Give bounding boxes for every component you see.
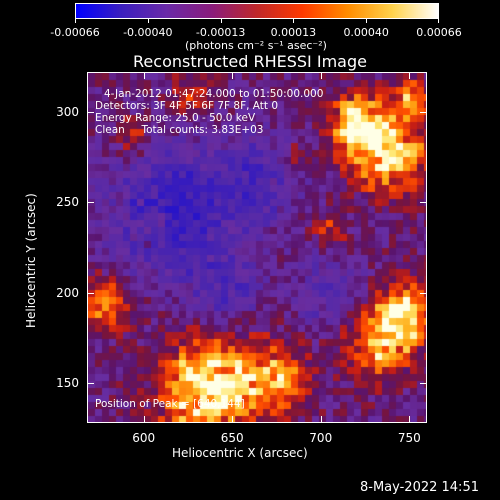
- y-tick-mark-right: [420, 383, 427, 385]
- x-tick-mark-bottom: [232, 416, 234, 423]
- y-tick-label: 150: [56, 376, 79, 391]
- y-tick-mark-right: [420, 202, 427, 204]
- colorbar-tick-label: 0.00013: [270, 26, 317, 39]
- y-tick-mark-right: [420, 292, 427, 294]
- colorbar-units-label: (photons cm⁻² s⁻¹ asec⁻²): [185, 39, 327, 52]
- x-tick-mark-top: [232, 72, 234, 79]
- y-tick-label: 250: [56, 195, 79, 210]
- y-tick-mark-left: [87, 292, 94, 294]
- colorbar-tick-mark: [293, 19, 295, 23]
- colorbar-tick-mark: [75, 19, 76, 23]
- x-tick-mark-bottom: [320, 416, 322, 423]
- overlay-time-range: 4-Jan-2012 01:47:24.000 to 01:50:00.000: [104, 88, 324, 100]
- rhessi-image: [88, 73, 426, 422]
- y-axis-label: Heliocentric Y (arcsec): [24, 193, 38, 328]
- timestamp: 8-May-2022 14:51: [360, 480, 479, 495]
- x-tick-label: 750: [397, 431, 421, 445]
- overlay-energy-range: Energy Range: 25.0 - 50.0 keV: [95, 112, 256, 124]
- colorbar-tick-label: -0.00013: [195, 26, 246, 39]
- colorbar: [75, 3, 439, 19]
- x-axis-label: Heliocentric X (arcsec): [172, 446, 308, 460]
- colorbar-tick-mark: [438, 19, 439, 23]
- colorbar-tick-label: 0.00040: [343, 26, 389, 39]
- overlay-detectors: Detectors: 3F 4F 5F 6F 7F 8F, Att 0: [95, 100, 279, 112]
- y-tick-label: 200: [56, 285, 79, 300]
- x-tick-mark-top: [143, 72, 145, 79]
- y-tick-mark-left: [87, 202, 94, 204]
- y-tick-label: 300: [56, 104, 79, 119]
- x-tick-label: 650: [220, 431, 244, 445]
- colorbar-tick-mark: [220, 19, 222, 23]
- colorbar-tick-label: -0.00066: [50, 26, 100, 39]
- x-tick-mark-bottom: [143, 416, 145, 423]
- overlay-clean-counts: Clean Total counts: 3.83E+03: [95, 124, 264, 136]
- peak-position-label: Position of Peak = [640,144]: [95, 398, 245, 410]
- x-tick-mark-bottom: [409, 416, 411, 423]
- y-tick-mark-left: [87, 111, 94, 113]
- colorbar-tick-mark: [147, 19, 149, 23]
- x-tick-mark-top: [409, 72, 411, 79]
- x-tick-mark-top: [320, 72, 322, 79]
- colorbar-tick-label: 0.00066: [416, 26, 462, 39]
- plot-title: Reconstructed RHESSI Image: [133, 52, 367, 71]
- colorbar-tick-mark: [366, 19, 368, 23]
- x-tick-label: 600: [132, 431, 156, 445]
- plot-area: [87, 72, 427, 423]
- x-tick-label: 700: [309, 431, 333, 445]
- y-tick-mark-right: [420, 111, 427, 113]
- y-tick-mark-left: [87, 383, 94, 385]
- colorbar-tick-label: -0.00040: [123, 26, 173, 39]
